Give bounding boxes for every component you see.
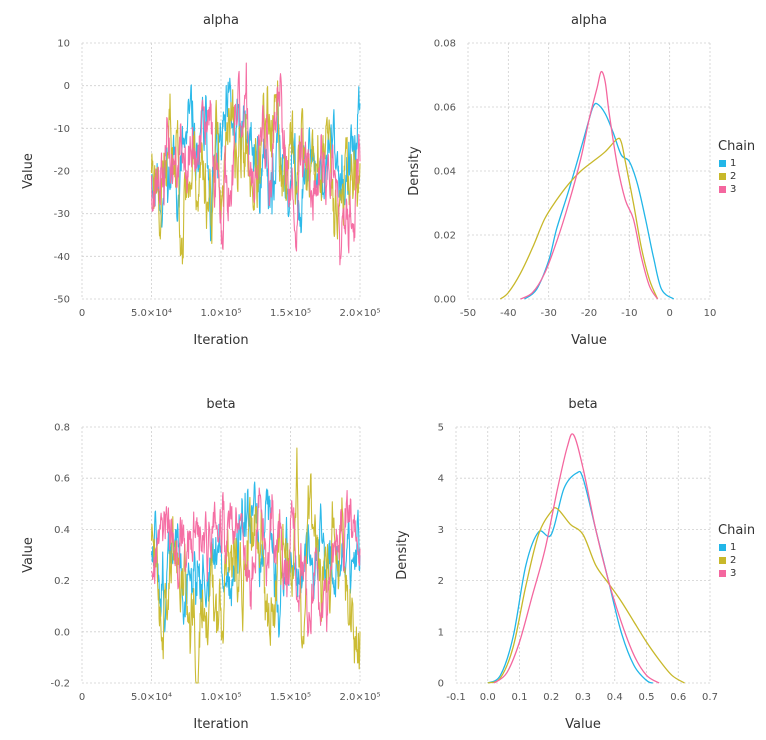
y-tick-label: -30 xyxy=(54,209,70,220)
trace-line-chain-3 xyxy=(150,487,361,637)
y-tick-label: 4 xyxy=(438,474,444,485)
y-tick-label: 0.2 xyxy=(54,576,70,587)
y-tick-label: 0.08 xyxy=(434,39,456,50)
y-axis-label: Value xyxy=(21,153,36,189)
legend-swatch-chain-2 xyxy=(719,557,726,564)
x-tick-label: -0.1 xyxy=(446,692,466,703)
x-tick-label: 0 xyxy=(79,308,85,319)
x-tick-label: 0 xyxy=(666,308,672,319)
y-tick-label: 0 xyxy=(64,81,70,92)
density-line-chain-3 xyxy=(520,70,659,300)
legend-title: Chain xyxy=(718,139,755,154)
chart-title: alpha xyxy=(571,13,607,28)
x-tick-label: 1.0×10⁵ xyxy=(200,692,241,703)
x-tick-label: 1.5×10⁵ xyxy=(270,692,311,703)
x-tick-label: 0.0 xyxy=(480,692,496,703)
x-tick-label: 10 xyxy=(704,308,717,319)
legend-swatch-chain-1 xyxy=(719,544,726,551)
x-tick-label: 0.4 xyxy=(607,692,623,703)
x-tick-label: -50 xyxy=(460,308,476,319)
x-axis-label: Iteration xyxy=(193,333,248,348)
legend-label: 3 xyxy=(730,568,736,579)
legend-label: 2 xyxy=(730,555,736,566)
chart-title: beta xyxy=(568,397,597,412)
legend-title: Chain xyxy=(718,523,755,538)
y-tick-label: -40 xyxy=(54,252,70,263)
legend-label: 1 xyxy=(730,158,736,169)
y-tick-label: 0.00 xyxy=(434,295,456,306)
y-tick-label: 1 xyxy=(438,627,444,638)
y-tick-label: -0.2 xyxy=(50,679,70,690)
legend-label: 2 xyxy=(730,171,736,182)
x-axis-label: Value xyxy=(571,333,607,348)
x-tick-label: 2.0×10⁵ xyxy=(339,692,380,703)
chart-title: alpha xyxy=(203,13,239,28)
y-tick-label: 0.8 xyxy=(54,423,70,434)
density-line-chain-2 xyxy=(487,507,685,684)
x-axis-label: Iteration xyxy=(193,717,248,732)
density-line-chain-1 xyxy=(487,470,654,684)
y-tick-label: 0.4 xyxy=(54,525,70,536)
x-tick-label: -20 xyxy=(581,308,597,319)
y-tick-label: 0 xyxy=(438,679,444,690)
beta-trace-panel: beta 0 5.0×10⁴ 1.0×10⁵ 1.5×10⁵ 2.0×10⁵ 0.8 0.6 0… xyxy=(21,397,381,732)
alpha-trace-panel: alpha 0 5.0×10⁴ 1.0×10⁵ 1.5×10⁵ 2.0×10⁵ 10 0 -10… xyxy=(21,13,381,348)
y-axis-label: Density xyxy=(395,530,410,580)
trace-line-chain-3 xyxy=(150,62,361,266)
x-tick-label: 5.0×10⁴ xyxy=(131,308,172,319)
legend-swatch-chain-3 xyxy=(719,570,726,577)
x-tick-label: 0.7 xyxy=(702,692,718,703)
trace-line-chain-2 xyxy=(150,447,361,684)
y-tick-label: 2 xyxy=(438,576,444,587)
y-axis-label: Density xyxy=(407,146,422,196)
legend-swatch-chain-1 xyxy=(719,160,726,167)
x-tick-label: 0.5 xyxy=(639,692,655,703)
legend-label: 1 xyxy=(730,542,736,553)
y-tick-label: 0.02 xyxy=(434,231,456,242)
x-tick-label: -40 xyxy=(500,308,516,319)
x-tick-label: 0.6 xyxy=(670,692,686,703)
chart-title: beta xyxy=(206,397,235,412)
x-tick-label: -30 xyxy=(540,308,556,319)
x-tick-label: 0 xyxy=(79,692,85,703)
density-line-chain-3 xyxy=(493,433,660,684)
y-tick-label: -20 xyxy=(54,167,70,178)
x-tick-label: 1.5×10⁵ xyxy=(270,308,311,319)
legend-swatch-chain-2 xyxy=(719,173,726,180)
x-tick-label: 1.0×10⁵ xyxy=(200,308,241,319)
y-tick-label: 3 xyxy=(438,525,444,536)
legend-swatch-chain-3 xyxy=(719,186,726,193)
y-tick-label: -10 xyxy=(54,124,70,135)
y-tick-label: 0.0 xyxy=(54,627,70,638)
x-axis-label: Value xyxy=(565,717,601,732)
y-tick-label: 5 xyxy=(438,423,444,434)
y-tick-label: -50 xyxy=(54,295,70,306)
y-tick-label: 10 xyxy=(57,39,70,50)
y-tick-label: 0.04 xyxy=(434,167,456,178)
x-tick-label: 0.2 xyxy=(543,692,559,703)
legend-label: 3 xyxy=(730,184,736,195)
beta-density-panel: beta -0.1 0.0 0.1 0.2 0.3 0.4 0.5 0.6 0.7 0 1 2 3 4 5 Va… xyxy=(395,397,755,732)
x-tick-label: 5.0×10⁴ xyxy=(131,692,172,703)
x-tick-label: 0.3 xyxy=(575,692,591,703)
x-tick-label: 0.1 xyxy=(512,692,528,703)
alpha-density-panel: alpha -50 -40 -30 -20 -10 0 10 0.00 0.02 0.04 0.06 0… xyxy=(407,13,755,348)
density-line-chain-1 xyxy=(524,102,675,300)
x-tick-label: -10 xyxy=(621,308,637,319)
y-tick-label: 0.6 xyxy=(54,474,70,485)
y-tick-label: 0.06 xyxy=(434,103,456,114)
y-axis-label: Value xyxy=(21,537,36,573)
density-line-chain-2 xyxy=(499,137,659,300)
x-tick-label: 2.0×10⁵ xyxy=(339,308,380,319)
